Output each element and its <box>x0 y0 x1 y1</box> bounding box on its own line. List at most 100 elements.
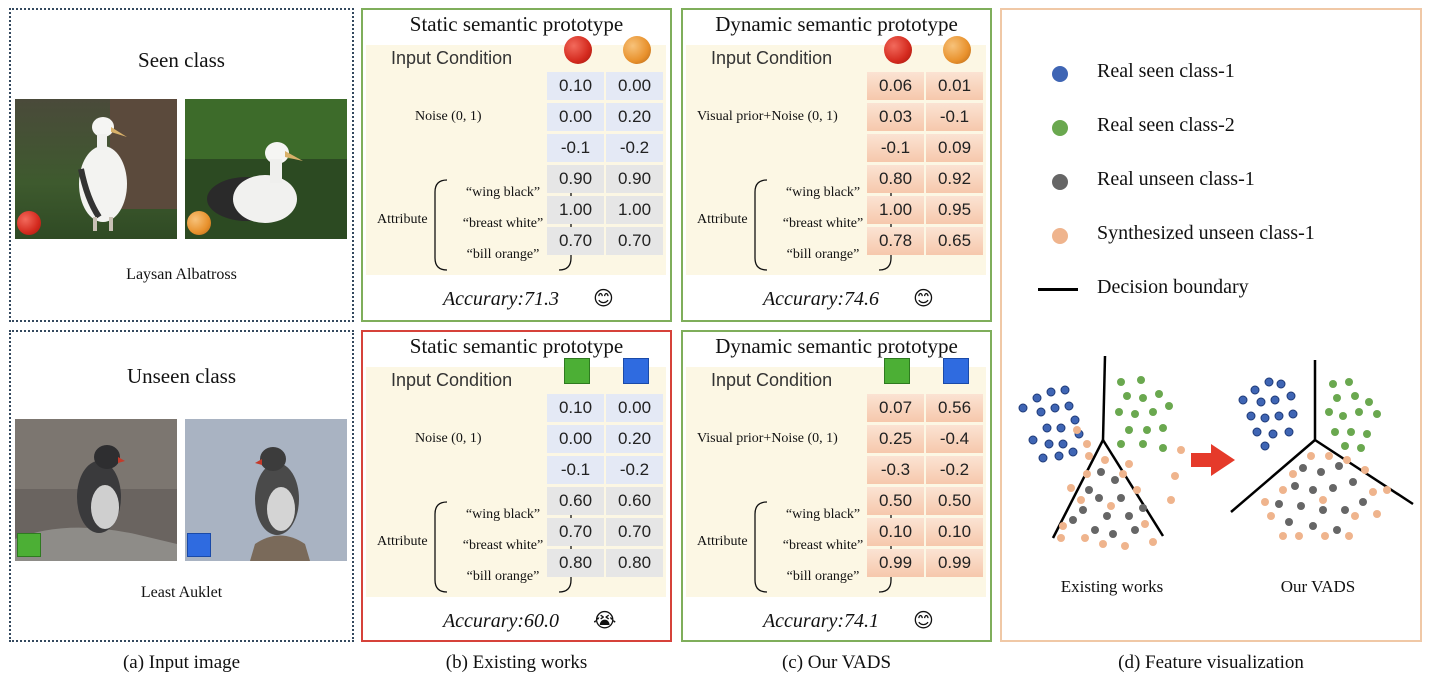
legend-dot-icon <box>1052 174 1068 190</box>
synthesized-class-dot <box>1059 522 1067 530</box>
orange-class-marker <box>187 211 211 235</box>
seen-class-2-dot <box>1139 394 1147 402</box>
existing-works-plot-label: Existing works <box>1060 577 1164 596</box>
static-prototype-seen-cell: 0.00 <box>606 72 663 100</box>
unseen-class-dot <box>1317 468 1325 476</box>
static-prototype-seen-emoji-icon: 😊 <box>593 286 614 310</box>
legend-item: Real seen class-1 <box>1097 60 1235 82</box>
synthesized-class-dot <box>1073 426 1081 434</box>
seen-class-2-dot <box>1347 428 1355 436</box>
seen-class-title: Seen class <box>138 48 225 72</box>
orange-class-marker <box>943 36 971 64</box>
unseen-class-dot <box>1085 486 1093 494</box>
seen-class-2-dot <box>1149 408 1157 416</box>
dynamic-prototype-unseen-input-condition: Input Condition <box>711 370 833 390</box>
unseen-class-dot <box>1079 506 1087 514</box>
dynamic-prototype-seen-accuracy: Accurary:74.6 <box>762 288 880 310</box>
green-class-marker <box>884 358 910 384</box>
static-prototype-unseen-cell: 0.00 <box>606 394 663 422</box>
dynamic-prototype-seen-cell: 0.92 <box>926 165 983 193</box>
blue-class-marker <box>623 358 649 384</box>
synthesized-class-dot <box>1369 488 1377 496</box>
dynamic-prototype-unseen-cell: 0.25 <box>867 425 924 453</box>
seen-class-1-dot <box>1286 391 1296 401</box>
dynamic-prototype-seen-cell: -0.1 <box>926 103 983 131</box>
dynamic-prototype-seen-noise-label: Visual prior+Noise (0, 1) <box>697 109 838 124</box>
dynamic-prototype-unseen-attribute-1: “breast white” <box>782 538 864 553</box>
synthesized-class-dot <box>1133 486 1141 494</box>
seen-class-1-dot <box>1058 439 1068 449</box>
seen-class-2-dot <box>1325 408 1333 416</box>
red-class-marker <box>17 211 41 235</box>
feature-visualization-box <box>1000 8 1422 642</box>
green-class-marker <box>17 533 41 557</box>
red-class-marker <box>564 36 592 64</box>
synthesized-class-dot <box>1057 534 1065 542</box>
synthesized-class-dot <box>1345 532 1353 540</box>
unseen-class-dot <box>1069 516 1077 524</box>
dynamic-prototype-unseen-cell: 0.99 <box>867 549 924 577</box>
unseen-class-title: Unseen class <box>126 364 237 388</box>
static-prototype-seen-attribute-label: Attribute <box>377 212 428 227</box>
seen-class-1-dot <box>1068 447 1078 457</box>
static-prototype-seen-attribute-1: “breast white” <box>462 216 544 231</box>
static-prototype-unseen-cell: -0.1 <box>547 456 604 484</box>
unseen-class-dot <box>1319 506 1327 514</box>
unseen-class-dot <box>1341 506 1349 514</box>
synthesized-class-dot <box>1107 502 1115 510</box>
seen-class-2-dot <box>1333 394 1341 402</box>
seen-caption: Laysan Albatross <box>126 266 237 283</box>
seen-class-2-dot <box>1329 380 1337 388</box>
static-prototype-seen-cell: 0.20 <box>606 103 663 131</box>
seen-class-2-dot <box>1131 410 1139 418</box>
static-prototype-seen-cell: 0.10 <box>547 72 604 100</box>
static-prototype-seen-cell: 1.00 <box>547 196 604 224</box>
dynamic-prototype-unseen-cell: 0.07 <box>867 394 924 422</box>
seen-class-1-dot <box>1260 413 1270 423</box>
static-prototype-unseen-title: Static semantic prototype <box>409 334 624 358</box>
dynamic-prototype-unseen-cell: -0.2 <box>926 456 983 484</box>
dynamic-prototype-seen-cell: 0.09 <box>926 134 983 162</box>
static-prototype-unseen-attribute-label: Attribute <box>377 534 428 549</box>
seen-class-1-dot <box>1036 407 1046 417</box>
static-prototype-seen-cell: -0.2 <box>606 134 663 162</box>
seen-class-1-dot <box>1260 441 1270 451</box>
dynamic-prototype-seen-cell: 0.95 <box>926 196 983 224</box>
seen-class-1-dot <box>1064 401 1074 411</box>
unseen-class-dot <box>1109 530 1117 538</box>
seen-class-1-dot <box>1060 385 1070 395</box>
static-prototype-unseen-cell: 0.20 <box>606 425 663 453</box>
dynamic-prototype-seen-input-condition: Input Condition <box>711 48 833 68</box>
synthesized-class-dot <box>1289 470 1297 478</box>
seen-class-2-dot <box>1139 440 1147 448</box>
seen-class-2-dot <box>1365 398 1373 406</box>
seen-class-1-dot <box>1268 429 1278 439</box>
static-prototype-unseen-emoji-icon: 😭 <box>593 608 617 632</box>
unseen-class-box <box>9 330 354 642</box>
synthesized-class-dot <box>1361 466 1369 474</box>
seen-class-1-dot <box>1028 435 1038 445</box>
synthesized-class-dot <box>1081 534 1089 542</box>
dynamic-prototype-unseen-title: Dynamic semantic prototype <box>715 334 958 358</box>
dynamic-prototype-unseen-cell: -0.4 <box>926 425 983 453</box>
dynamic-prototype-unseen-attribute-0: “wing black” <box>785 507 861 522</box>
static-prototype-unseen-cell: 0.10 <box>547 394 604 422</box>
seen-class-1-dot <box>1032 393 1042 403</box>
unseen-caption: Least Auklet <box>140 584 223 601</box>
dynamic-prototype-unseen-cell: -0.3 <box>867 456 924 484</box>
orange-class-marker <box>623 36 651 64</box>
seen-class-2-dot <box>1159 444 1167 452</box>
caption-c: (c) Our VADS <box>781 652 892 673</box>
static-prototype-seen-input-condition: Input Condition <box>391 48 513 68</box>
caption-d: (d) Feature visualization <box>1118 652 1304 673</box>
static-prototype-seen-cell: 0.00 <box>547 103 604 131</box>
decision-boundary-line <box>1101 439 1165 537</box>
unseen-class-dot <box>1131 526 1139 534</box>
decision-boundary-line <box>1101 355 1107 441</box>
static-prototype-seen-box <box>361 8 672 322</box>
static-prototype-seen-cell: -0.1 <box>547 134 604 162</box>
synthesized-class-dot <box>1167 496 1175 504</box>
static-prototype-unseen-cell: 0.60 <box>606 487 663 515</box>
synthesized-class-dot <box>1343 456 1351 464</box>
seen-class-2-dot <box>1345 378 1353 386</box>
